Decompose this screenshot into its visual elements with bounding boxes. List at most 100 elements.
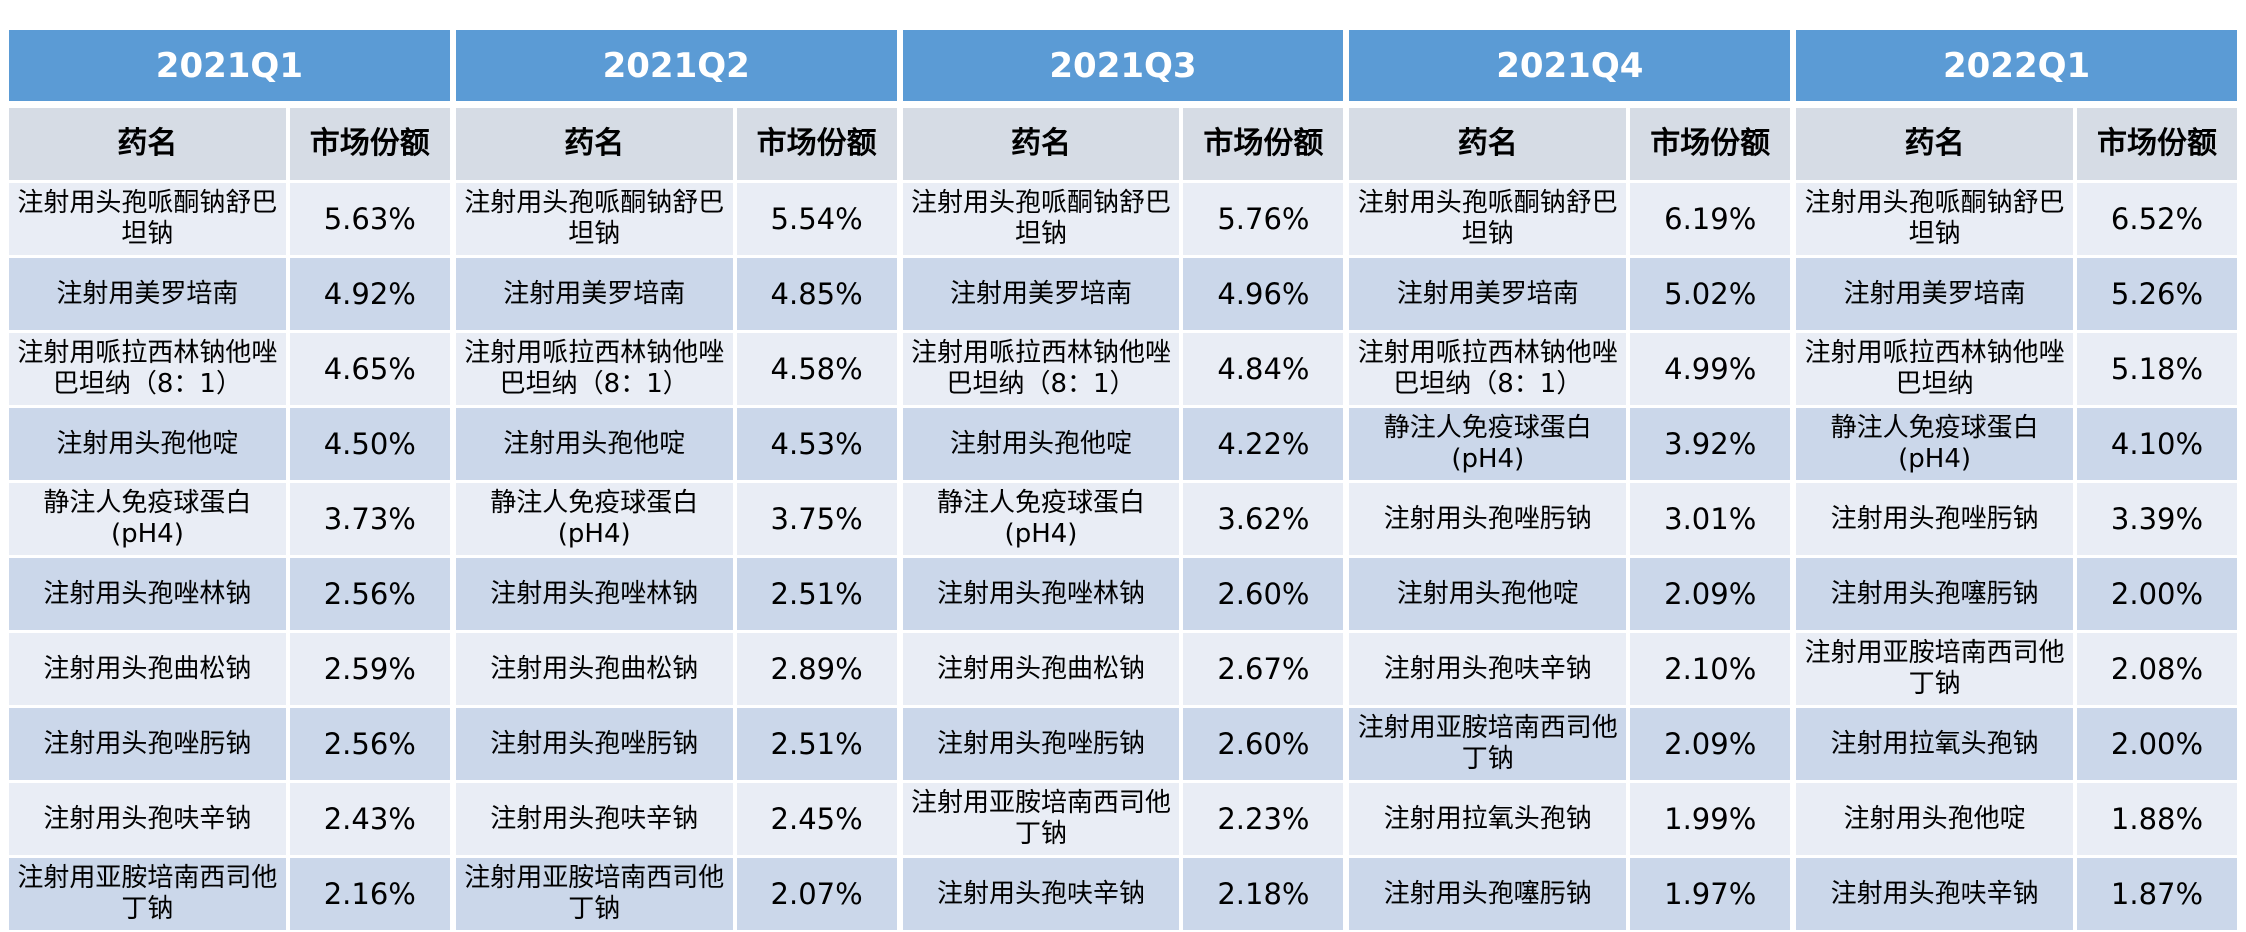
drug-name-cell: 注射用拉氧头孢钠 [1796, 708, 2073, 780]
quarter-group: 2021Q3 药名 市场份额 注射用头孢哌酮钠舒巴坦钠 5.76% 注射用美罗培南 4.96… [902, 30, 1344, 930]
market-share-cell: 2.51% [736, 708, 897, 780]
drug-name-column-header: 药名 [455, 108, 733, 180]
market-share-cell: 2.60% [1183, 558, 1344, 630]
drug-name-cell: 注射用头孢曲松钠 [455, 633, 733, 705]
drug-name-cell: 注射用头孢唑肟钠 [1796, 483, 2073, 555]
drug-name-cell: 注射用头孢呋辛钠 [1349, 633, 1627, 705]
drug-name-cell: 注射用头孢唑肟钠 [1349, 483, 1627, 555]
drug-name-cell: 注射用头孢噻肟钠 [1796, 558, 2073, 630]
market-share-cell: 2.23% [1183, 783, 1344, 855]
quarter-group: 2022Q1 药名 市场份额 注射用头孢哌酮钠舒巴坦钠 6.52% 注射用美罗培南 5.26… [1796, 30, 2237, 930]
market-share-cell: 6.52% [2077, 183, 2237, 255]
quarter-table: 药名 市场份额 注射用头孢哌酮钠舒巴坦钠 6.52% 注射用美罗培南 5.26% 注射用哌拉… [1796, 108, 2237, 930]
drug-name-cell: 注射用头孢他啶 [902, 408, 1180, 480]
drug-name-cell: 注射用亚胺培南西司他丁钠 [9, 858, 286, 930]
market-share-cell: 3.39% [2077, 483, 2237, 555]
market-share-cell: 5.63% [289, 183, 450, 255]
market-share-cell: 2.00% [2077, 708, 2237, 780]
quarter-header: 2021Q3 [902, 30, 1344, 101]
market-share-cell: 5.18% [2077, 333, 2237, 405]
market-share-cell: 1.97% [1630, 858, 1791, 930]
drug-name-cell: 注射用哌拉西林钠他唑巴坦纳（8：1） [9, 333, 286, 405]
drug-name-cell: 注射用头孢哌酮钠舒巴坦钠 [902, 183, 1180, 255]
drug-name-cell: 注射用头孢呋辛钠 [1796, 858, 2073, 930]
quarter-group: 2021Q1 药名 市场份额 注射用头孢哌酮钠舒巴坦钠 5.63% 注射用美罗培南 4.92… [9, 30, 450, 930]
market-share-cell: 1.99% [1630, 783, 1791, 855]
market-share-cell: 2.56% [289, 558, 450, 630]
drug-name-cell: 注射用亚胺培南西司他丁钠 [455, 858, 733, 930]
quarter-header: 2021Q4 [1349, 30, 1791, 101]
drug-name-cell: 注射用头孢他啶 [1796, 783, 2073, 855]
market-share-cell: 4.22% [1183, 408, 1344, 480]
market-share-cell: 1.87% [2077, 858, 2237, 930]
drug-name-cell: 注射用亚胺培南西司他丁钠 [1349, 708, 1627, 780]
market-share-cell: 2.07% [736, 858, 897, 930]
drug-name-cell: 注射用头孢哌酮钠舒巴坦钠 [1796, 183, 2073, 255]
drug-name-cell: 注射用哌拉西林钠他唑巴坦纳（8：1） [455, 333, 733, 405]
market-share-column-header: 市场份额 [736, 108, 897, 180]
market-share-cell: 4.50% [289, 408, 450, 480]
market-share-cell: 4.84% [1183, 333, 1344, 405]
drug-name-cell: 注射用美罗培南 [1796, 258, 2073, 330]
drug-name-cell: 注射用头孢唑林钠 [9, 558, 286, 630]
market-share-cell: 2.60% [1183, 708, 1344, 780]
drug-name-cell: 注射用头孢噻肟钠 [1349, 858, 1627, 930]
market-share-cell: 2.43% [289, 783, 450, 855]
drug-name-cell: 注射用头孢哌酮钠舒巴坦钠 [455, 183, 733, 255]
market-share-cell: 3.62% [1183, 483, 1344, 555]
market-share-column-header: 市场份额 [289, 108, 450, 180]
market-share-column-header: 市场份额 [1183, 108, 1344, 180]
drug-name-cell: 注射用头孢哌酮钠舒巴坦钠 [9, 183, 286, 255]
market-share-cell: 4.65% [289, 333, 450, 405]
market-share-cell: 2.51% [736, 558, 897, 630]
market-share-cell: 4.96% [1183, 258, 1344, 330]
drug-name-cell: 注射用头孢唑肟钠 [455, 708, 733, 780]
drug-name-cell: 注射用哌拉西林钠他唑巴坦纳（8：1） [1349, 333, 1627, 405]
drug-name-cell: 注射用头孢曲松钠 [902, 633, 1180, 705]
drug-name-column-header: 药名 [1796, 108, 2073, 180]
market-share-cell: 4.10% [2077, 408, 2237, 480]
market-share-cell: 3.01% [1630, 483, 1791, 555]
market-share-cell: 2.56% [289, 708, 450, 780]
drug-name-cell: 注射用头孢他啶 [455, 408, 733, 480]
quarter-header: 2022Q1 [1796, 30, 2237, 101]
market-share-cell: 3.75% [736, 483, 897, 555]
market-share-cell: 2.09% [1630, 708, 1791, 780]
market-share-cell: 3.73% [289, 483, 450, 555]
market-share-cell: 4.53% [736, 408, 897, 480]
market-share-column-header: 市场份额 [1630, 108, 1791, 180]
drug-name-cell: 注射用美罗培南 [455, 258, 733, 330]
quarter-groups: 2021Q1 药名 市场份额 注射用头孢哌酮钠舒巴坦钠 5.63% 注射用美罗培南 4.92… [9, 30, 2237, 930]
drug-name-cell: 注射用头孢唑林钠 [455, 558, 733, 630]
drug-name-cell: 静注人免疫球蛋白(pH4) [1796, 408, 2073, 480]
drug-name-cell: 注射用哌拉西林钠他唑巴坦纳（8：1） [902, 333, 1180, 405]
market-share-cell: 2.89% [736, 633, 897, 705]
market-share-cell: 2.09% [1630, 558, 1791, 630]
drug-name-cell: 注射用美罗培南 [902, 258, 1180, 330]
market-share-cell: 4.58% [736, 333, 897, 405]
quarter-table: 药名 市场份额 注射用头孢哌酮钠舒巴坦钠 5.63% 注射用美罗培南 4.92% 注射用哌拉… [9, 108, 450, 930]
market-share-cell: 5.02% [1630, 258, 1791, 330]
drug-name-cell: 静注人免疫球蛋白(pH4) [9, 483, 286, 555]
market-share-cell: 3.92% [1630, 408, 1791, 480]
market-share-cell: 5.26% [2077, 258, 2237, 330]
market-share-cell: 2.00% [2077, 558, 2237, 630]
market-share-cell: 6.19% [1630, 183, 1791, 255]
quarter-header: 2021Q1 [9, 30, 450, 101]
drug-name-cell: 静注人免疫球蛋白(pH4) [1349, 408, 1627, 480]
quarter-header: 2021Q2 [455, 30, 897, 101]
market-share-cell: 4.92% [289, 258, 450, 330]
drug-name-cell: 注射用头孢他啶 [9, 408, 286, 480]
drug-name-cell: 注射用拉氧头孢钠 [1349, 783, 1627, 855]
quarter-table: 药名 市场份额 注射用头孢哌酮钠舒巴坦钠 5.54% 注射用美罗培南 4.85% 注射用哌拉… [455, 108, 897, 930]
drug-name-cell: 注射用头孢唑肟钠 [902, 708, 1180, 780]
market-share-cell: 2.10% [1630, 633, 1791, 705]
market-share-cell: 2.59% [289, 633, 450, 705]
market-share-cell: 5.76% [1183, 183, 1344, 255]
quarter-table: 药名 市场份额 注射用头孢哌酮钠舒巴坦钠 5.76% 注射用美罗培南 4.96% 注射用哌拉… [902, 108, 1344, 930]
drug-name-cell: 注射用头孢哌酮钠舒巴坦钠 [1349, 183, 1627, 255]
drug-name-cell: 注射用头孢呋辛钠 [9, 783, 286, 855]
drug-name-cell: 注射用亚胺培南西司他丁钠 [902, 783, 1180, 855]
drug-name-column-header: 药名 [9, 108, 286, 180]
market-share-cell: 1.88% [2077, 783, 2237, 855]
